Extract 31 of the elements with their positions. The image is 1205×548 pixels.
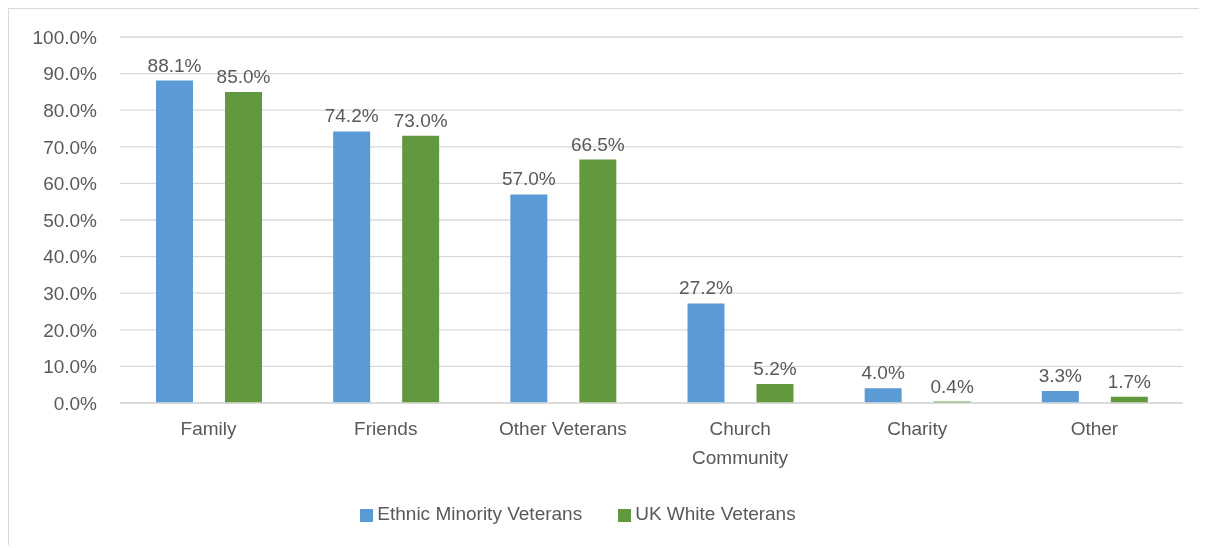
data-label: 5.2%: [753, 357, 797, 379]
x-tick-label: Other Veterans: [499, 418, 627, 439]
x-tick-label: Church Community: [692, 418, 789, 468]
x-tick-label: Friends: [354, 418, 418, 439]
data-label: 57.0%: [501, 168, 556, 190]
data-label: 1.7%: [1107, 370, 1152, 392]
y-tick-label: 60.0%: [43, 173, 98, 195]
y-tick-label: 50.0%: [43, 209, 98, 231]
data-label: 27.2%: [679, 277, 734, 299]
data-label: 74.2%: [324, 105, 379, 127]
y-tick-label: 100.0%: [32, 26, 98, 48]
y-tick-label: 90.0%: [43, 63, 98, 85]
data-label: 4.0%: [861, 362, 905, 384]
y-tick-label: 0.0%: [53, 392, 98, 414]
y-tick-label: 30.0%: [43, 282, 98, 304]
y-tick-label: 40.0%: [43, 246, 98, 268]
y-tick-label: 70.0%: [43, 136, 98, 158]
y-tick-label: 10.0%: [43, 356, 98, 378]
data-label: 0.4%: [930, 375, 974, 397]
legend-label: Ethnic Minority Veterans: [377, 503, 583, 524]
y-tick-label: 80.0%: [43, 99, 98, 121]
data-label: 88.1%: [147, 54, 202, 76]
x-tick-label: Other: [1070, 418, 1119, 439]
data-label: 73.0%: [393, 109, 448, 131]
data-label: 85.0%: [216, 65, 271, 87]
x-tick-label: Family: [180, 418, 238, 439]
y-tick-label: 20.0%: [43, 319, 98, 341]
data-label: 3.3%: [1038, 364, 1083, 386]
x-tick-label: Charity: [887, 418, 948, 439]
legend-label: UK White Veterans: [635, 503, 796, 524]
data-label: 66.5%: [570, 133, 625, 155]
